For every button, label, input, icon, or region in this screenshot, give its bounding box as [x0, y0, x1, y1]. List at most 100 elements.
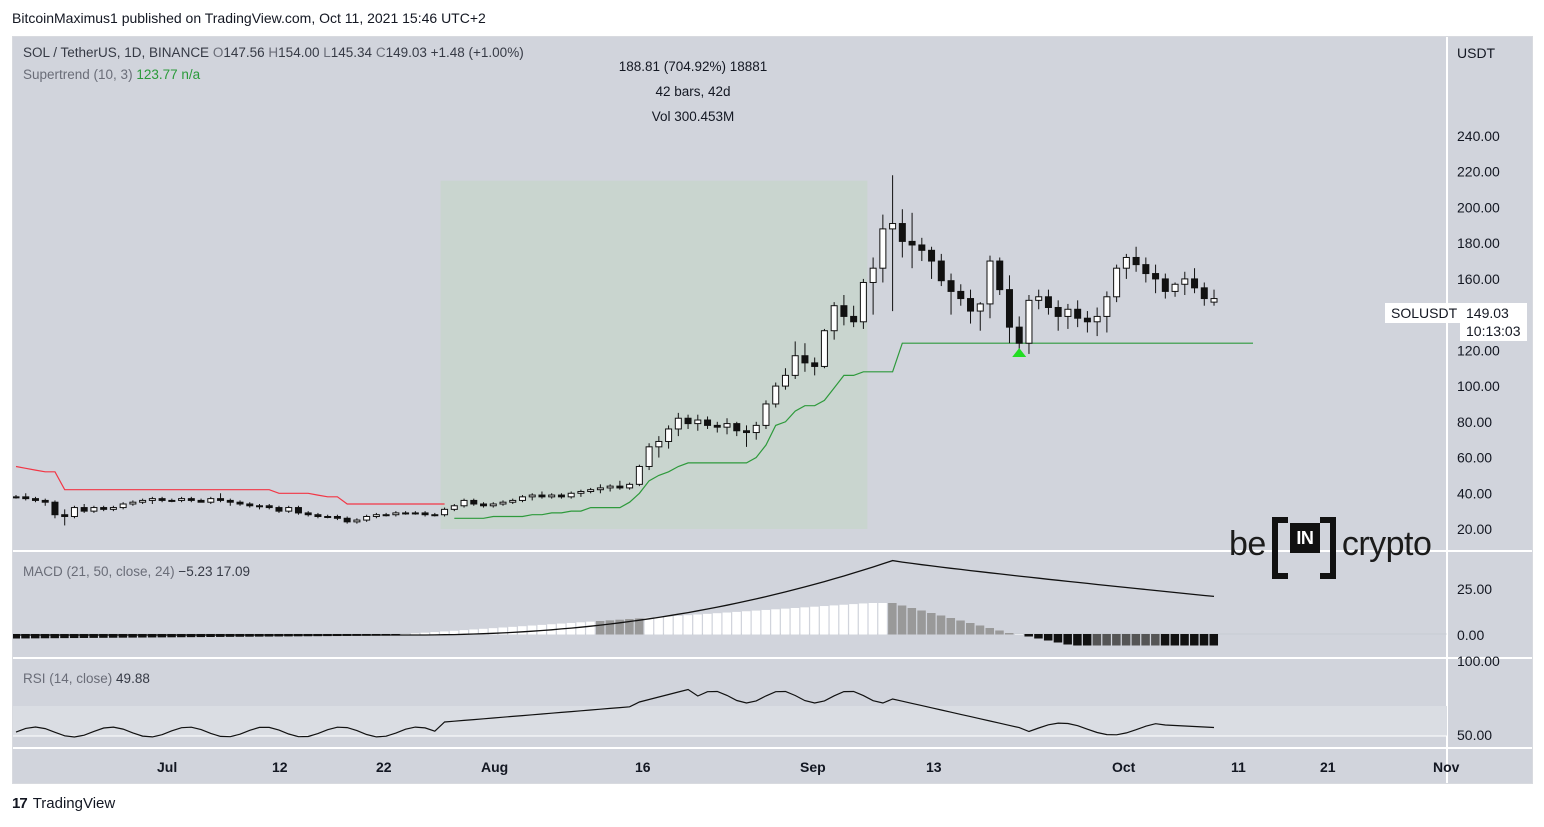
candle-body [109, 507, 117, 510]
candle-body [343, 517, 351, 523]
candle-body [781, 374, 789, 387]
macd-line [16, 559, 1215, 636]
macd-histogram-bar [99, 634, 108, 638]
price-tick-label: 40.00 [1457, 485, 1492, 501]
candle-body [626, 483, 634, 489]
candle-body [1191, 278, 1199, 289]
candle-body [772, 385, 780, 405]
macd-histogram-bar [498, 627, 507, 635]
candle-body [480, 503, 488, 507]
last-price-tag: 149.03 10:13:03 [1460, 303, 1527, 341]
candle-body [382, 514, 390, 517]
beincrypto-logo: be IN crypto [1229, 517, 1432, 579]
time-tick-label: Aug [481, 759, 508, 775]
candle-body [1113, 267, 1121, 298]
price-tick-label: 80.00 [1457, 414, 1492, 430]
candle-body [587, 489, 595, 492]
macd-histogram-bar [449, 630, 459, 635]
candle-body [538, 494, 546, 498]
candle-body [372, 514, 380, 517]
candle-body [898, 223, 906, 242]
measure-bars: 42 bars, 42d [655, 84, 731, 99]
price-tick-label: 120.00 [1457, 342, 1500, 358]
macd-histogram-bar [693, 614, 702, 635]
supertrend-buy-arrow [1012, 348, 1027, 357]
candle-body [509, 499, 517, 503]
macd-histogram-bar [527, 625, 537, 635]
candle-body [1171, 283, 1179, 292]
candle-body [1200, 287, 1208, 300]
candle-body [947, 280, 955, 292]
candle-body [402, 512, 410, 515]
time-tick-label: 11 [1231, 759, 1246, 775]
candle-body [752, 424, 760, 434]
footer-brand: TradingView [32, 795, 116, 812]
candle-body [908, 240, 916, 246]
candle-body [441, 508, 449, 516]
chart-frame[interactable]: 20.0040.0060.0080.00100.00120.00140.0016… [12, 36, 1533, 784]
macd-histogram-bar [89, 634, 98, 638]
candle-body [635, 465, 643, 485]
candle-body [187, 498, 195, 501]
candle-body [363, 515, 371, 521]
chart-canvas[interactable]: 20.0040.0060.0080.00100.00120.00140.0016… [13, 37, 1532, 783]
candle-body [996, 260, 1004, 291]
candle-body [333, 515, 341, 519]
macd-histogram-bar [420, 632, 430, 635]
candle-body [869, 267, 877, 283]
candle-body [577, 490, 585, 494]
candle-body [256, 505, 263, 508]
measure-range-highlight [440, 180, 868, 529]
macd-histogram-bar [1053, 634, 1063, 643]
candle-body [285, 507, 293, 512]
macd-histogram-bar [615, 619, 624, 635]
candle-body [70, 507, 78, 517]
macd-histogram-bar [761, 609, 770, 635]
candle-body [275, 507, 283, 512]
macd-histogram-bar [440, 631, 449, 635]
macd-histogram-bar [1209, 634, 1219, 646]
candle-body [207, 498, 215, 503]
candle-body [957, 290, 965, 300]
macd-legend: MACD (21, 50, close, 24) −5.23 17.09 [23, 564, 251, 579]
macd-histogram-bar [751, 610, 761, 635]
candle-body [840, 305, 848, 317]
low-value: 145.34 [330, 45, 373, 60]
macd-histogram-bar [517, 626, 527, 635]
macd-histogram-bar [13, 634, 20, 639]
macd-histogram-bar [819, 606, 829, 635]
time-tick-label: 12 [272, 759, 288, 775]
candle-body [548, 494, 556, 498]
rsi-band [13, 706, 1447, 736]
candle-body [967, 298, 975, 312]
candle-body [1015, 326, 1023, 344]
candle-body [489, 503, 497, 507]
macd-histogram-bar [703, 613, 712, 635]
candle-body [217, 498, 225, 501]
measure-volume: Vol 300.453M [651, 109, 735, 124]
time-tick-label: Sep [800, 759, 826, 775]
candle-body [226, 499, 234, 503]
candle-body [421, 512, 429, 516]
candle-body [684, 417, 692, 425]
candle-body [655, 440, 663, 448]
publish-header: BitcoinMaximus1 published on TradingView… [12, 10, 486, 26]
macd-histogram-bar [1190, 634, 1199, 646]
macd-histogram-bar [30, 634, 40, 639]
macd-histogram-bar [1112, 634, 1121, 646]
macd-histogram-bar [1121, 634, 1131, 646]
candle-body [1054, 306, 1062, 317]
rsi-line [15, 688, 1215, 738]
macd-histogram-bar [829, 605, 839, 635]
candle-body [918, 244, 926, 251]
macd-histogram-bar [459, 630, 469, 635]
macd-histogram-bar [683, 615, 693, 635]
macd-histogram-bar [878, 603, 887, 635]
macd-histogram-bar [108, 634, 118, 638]
macd-histogram-bar [780, 608, 790, 635]
macd-histogram-bar [1102, 634, 1111, 646]
last-price: 149.03 [1466, 305, 1509, 321]
candle-body [1161, 278, 1169, 292]
macd-histogram-bar [712, 613, 722, 635]
macd-histogram-bar [79, 634, 89, 638]
